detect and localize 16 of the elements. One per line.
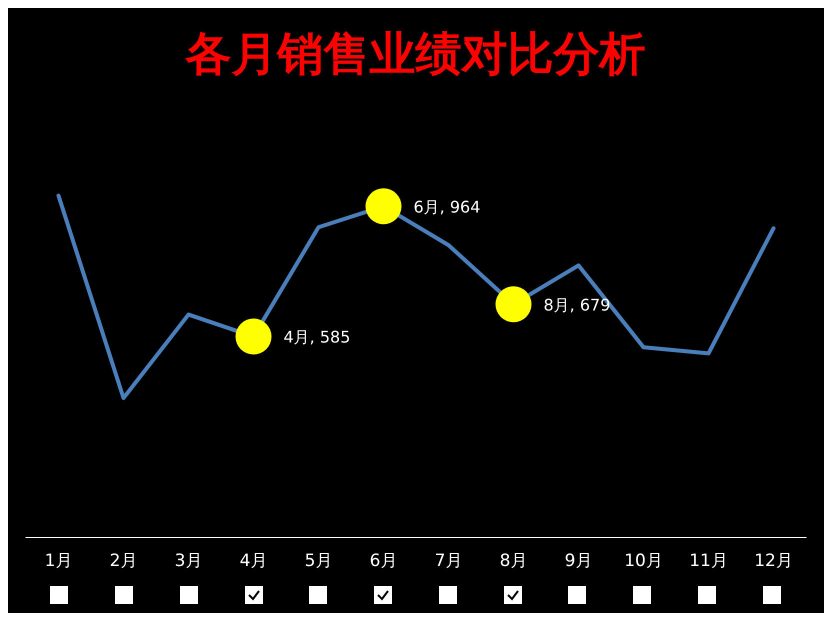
- x-tick-label: 7月: [434, 551, 462, 572]
- x-tick-label: 4月: [240, 551, 268, 572]
- x-tick-label: 12月: [754, 551, 793, 572]
- x-tick-label: 6月: [370, 551, 398, 572]
- data-label: 6月, 964: [414, 197, 480, 216]
- x-tick-label: 3月: [174, 551, 202, 572]
- x-tick-label: 11月: [689, 551, 728, 572]
- x-tick-label: 5月: [304, 551, 332, 572]
- x-tick-label: 1月: [44, 551, 72, 572]
- x-tick-label: 8月: [500, 551, 528, 572]
- x-tick-label: 9月: [564, 551, 592, 572]
- x-tick-label: 10月: [624, 551, 663, 572]
- data-label: 4月, 585: [284, 328, 350, 347]
- x-tick-label: 2月: [110, 551, 138, 572]
- chart-title: 各月销售业绩对比分析: [184, 26, 646, 81]
- data-label: 8月, 679: [544, 295, 610, 314]
